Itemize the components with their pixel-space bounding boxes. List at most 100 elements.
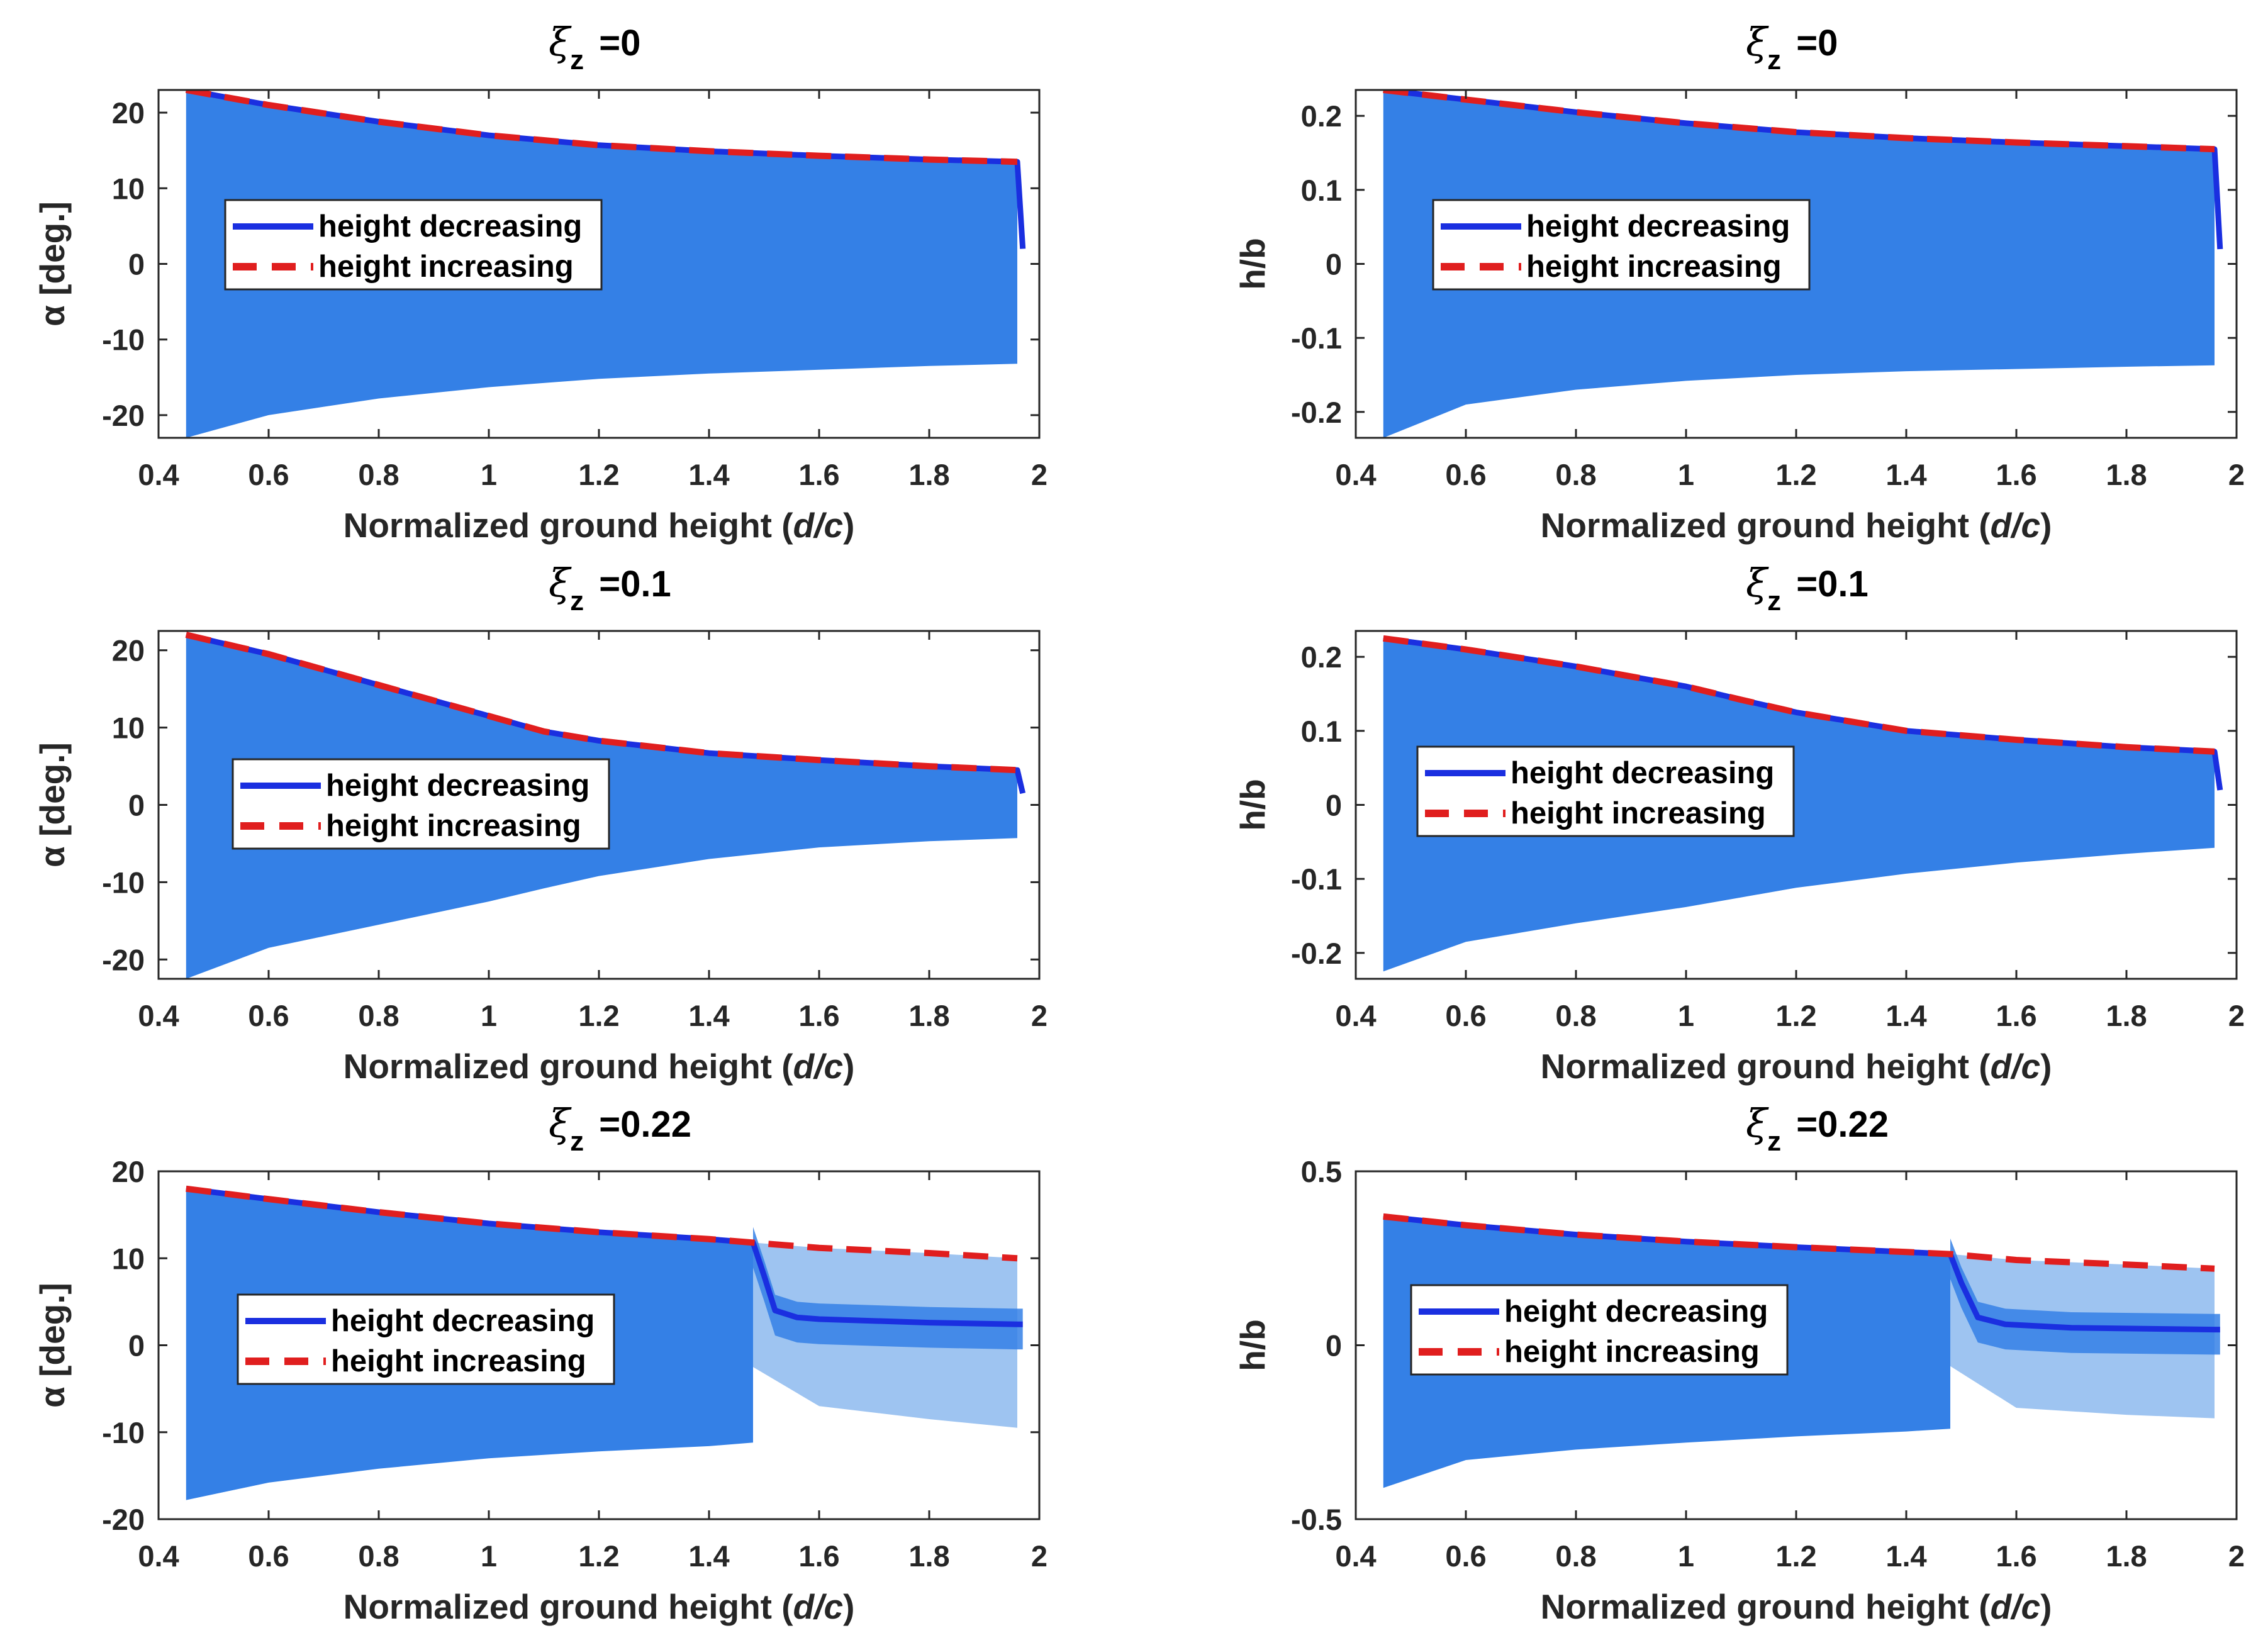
x-tick-label: 1.4 — [688, 999, 729, 1032]
y-tick-label: 0.5 — [1301, 1155, 1342, 1188]
x-tick-label: 2 — [1031, 458, 1047, 491]
y-tick-label: 20 — [112, 634, 145, 667]
x-axis-label: Normalized ground height (d/c) — [1541, 506, 2052, 545]
x-tick-label: 1.2 — [578, 1539, 619, 1573]
x-axis-label: Normalized ground height (d/c) — [1541, 1047, 2052, 1086]
x-axis-label: Normalized ground height (d/c) — [344, 506, 855, 545]
y-axis-label: h/b — [1233, 238, 1272, 289]
y-tick-label: -10 — [102, 323, 145, 357]
y-tick-label: -0.5 — [1291, 1503, 1342, 1536]
x-tick-label: 0.4 — [1335, 999, 1376, 1032]
x-tick-label: 0.6 — [1445, 1539, 1486, 1573]
x-tick-label: 0.8 — [358, 1539, 399, 1573]
x-tick-label: 1.2 — [578, 999, 619, 1032]
legend: height decreasing height increasing — [237, 1293, 615, 1385]
y-tick-label: 0 — [1326, 248, 1342, 281]
x-tick-label: 0.8 — [358, 999, 399, 1032]
x-tick-label: 1.2 — [1775, 999, 1816, 1032]
x-tick-label: 0.6 — [1445, 999, 1486, 1032]
y-tick-label: -0.2 — [1291, 396, 1342, 429]
y-tick-label: 0.2 — [1301, 640, 1342, 674]
x-tick-label: 0.6 — [248, 999, 289, 1032]
oscillation-envelope — [1383, 638, 2215, 972]
y-tick-label: -20 — [102, 1503, 145, 1536]
x-tick-label: 1.2 — [1775, 458, 1816, 491]
legend: height decreasing height increasing — [1432, 199, 1811, 291]
x-tick-label: 1.6 — [798, 1539, 839, 1573]
chart-panel-row1-left: 0.4 0.6 0.8 1 1.2 1.4 1.6 1.8 2 -20 -10 0 10 20 Normal… — [33, 19, 1047, 545]
y-tick-label: 0 — [1326, 789, 1342, 822]
legend-label-decreasing: height decreasing — [318, 209, 582, 243]
legend: height decreasing height increasing — [1410, 1284, 1789, 1376]
y-axis-label: α [deg.] — [33, 742, 72, 867]
chart-title: ξz =0.22 — [549, 1100, 691, 1157]
x-tick-label: 1.4 — [1885, 1539, 1926, 1573]
x-tick-label: 0.4 — [1335, 1539, 1376, 1573]
chart-panel-row3-right: 0.4 0.6 0.8 1 1.2 1.4 1.6 1.8 2 -0.5 0 0.5 Normalize… — [1233, 1100, 2245, 1626]
x-tick-label: 2 — [1031, 1539, 1047, 1573]
x-tick-label: 1.6 — [1996, 458, 2036, 491]
legend-label-decreasing: height decreasing — [331, 1304, 595, 1338]
y-tick-label: -20 — [102, 399, 145, 432]
y-tick-label: -10 — [102, 866, 145, 899]
x-tick-label: 2 — [2228, 1539, 2245, 1573]
x-tick-label: 1.8 — [2106, 458, 2147, 491]
chart-panel-row3-left: 0.4 0.6 0.8 1 1.2 1.4 1.6 1.8 2 -20 -10 0 10 20 Normal… — [33, 1100, 1047, 1626]
y-axis-label: h/b — [1233, 779, 1272, 830]
x-tick-label: 1.6 — [798, 999, 839, 1032]
x-tick-label: 0.4 — [138, 458, 179, 491]
y-tick-label: 0.2 — [1301, 99, 1342, 133]
series-line-height-increasing — [186, 1185, 1018, 1262]
series-line-height-increasing — [185, 632, 1018, 774]
y-tick-label: 10 — [112, 711, 145, 745]
y-tick-label: -10 — [102, 1416, 145, 1449]
legend-label-increasing: height increasing — [326, 809, 581, 843]
x-tick-label: 0.8 — [358, 458, 399, 491]
x-axis-label: Normalized ground height (d/c) — [344, 1587, 855, 1626]
y-tick-label: 10 — [112, 1242, 145, 1275]
legend-label-decreasing: height decreasing — [326, 769, 589, 803]
x-tick-label: 1 — [481, 999, 497, 1032]
x-tick-label: 0.8 — [1555, 1539, 1596, 1573]
y-tick-label: -20 — [102, 943, 145, 976]
x-tick-label: 1 — [481, 1539, 497, 1573]
legend-label-decreasing: height decreasing — [1511, 756, 1774, 790]
x-tick-label: 0.4 — [138, 999, 179, 1032]
x-axis-label: Normalized ground height (d/c) — [1541, 1587, 2052, 1626]
x-tick-label: 0.8 — [1555, 458, 1596, 491]
series-line-height-increasing — [1383, 1213, 2215, 1272]
y-axis-label: α [deg.] — [33, 1283, 72, 1408]
x-tick-label: 1.8 — [2106, 999, 2147, 1032]
legend: height decreasing height increasing — [224, 199, 603, 291]
x-tick-label: 1.2 — [1775, 1539, 1816, 1573]
y-tick-label: -0.1 — [1291, 862, 1342, 896]
x-tick-label: 0.4 — [1335, 458, 1376, 491]
series-line-height-increasing — [1383, 635, 2215, 755]
y-tick-label: 20 — [112, 1155, 145, 1188]
y-axis-label: α [deg.] — [33, 201, 72, 326]
chart-title: ξz =0.22 — [1746, 1100, 1889, 1157]
x-tick-label: 0.8 — [1555, 999, 1596, 1032]
y-tick-label: 0.1 — [1301, 174, 1342, 207]
y-tick-label: 0 — [1326, 1329, 1342, 1363]
legend-label-increasing: height increasing — [1504, 1335, 1760, 1369]
y-tick-label: 0 — [128, 1329, 145, 1363]
y-tick-label: 0 — [128, 248, 145, 281]
x-tick-label: 2 — [2228, 458, 2245, 491]
y-axis-label: h/b — [1233, 1319, 1272, 1371]
series-line-height-increasing — [185, 90, 1018, 165]
x-tick-label: 1.6 — [798, 458, 839, 491]
x-tick-label: 1.2 — [578, 458, 619, 491]
plot-area — [1383, 635, 2223, 972]
x-tick-label: 1 — [481, 458, 497, 491]
x-tick-label: 0.6 — [248, 458, 289, 491]
y-tick-label: 20 — [112, 96, 145, 130]
x-tick-label: 1.4 — [688, 458, 729, 491]
legend-label-decreasing: height decreasing — [1526, 209, 1790, 243]
legend: height decreasing height increasing — [232, 758, 610, 850]
legend-label-decreasing: height decreasing — [1504, 1295, 1768, 1329]
x-tick-label: 2 — [1031, 999, 1047, 1032]
legend-label-increasing: height increasing — [331, 1344, 586, 1378]
x-tick-label: 1.8 — [2106, 1539, 2147, 1573]
